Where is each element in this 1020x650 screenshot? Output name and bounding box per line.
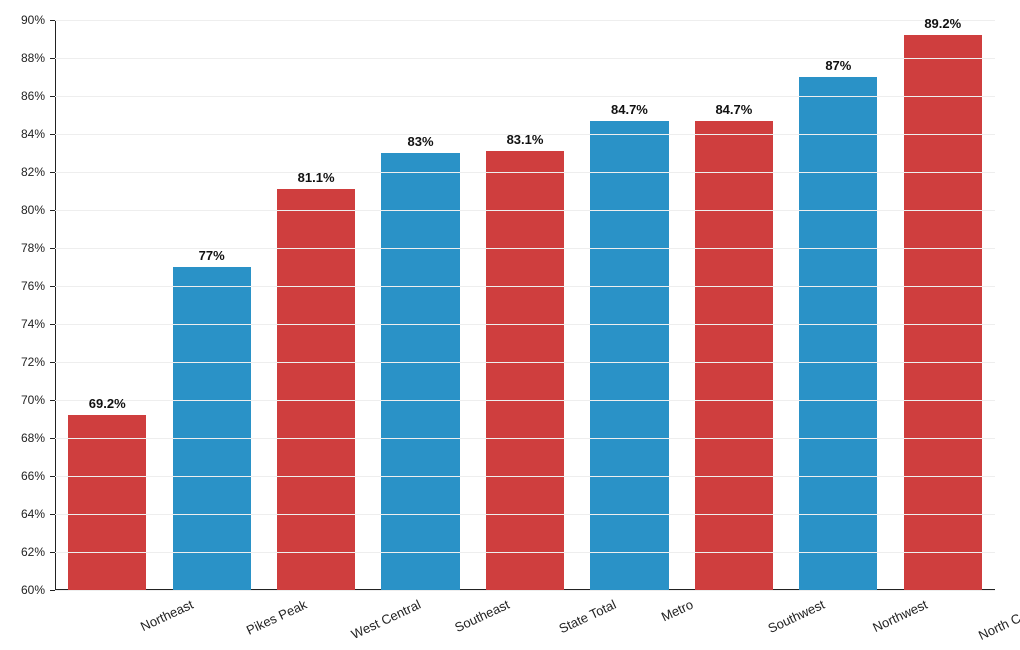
bar xyxy=(486,151,564,590)
y-tick xyxy=(50,552,55,553)
gridline xyxy=(55,324,995,325)
gridline xyxy=(55,552,995,553)
y-tick xyxy=(50,400,55,401)
y-tick-label: 88% xyxy=(21,51,45,65)
gridline xyxy=(55,210,995,211)
bar-value-label: 84.7% xyxy=(715,102,752,117)
gridline xyxy=(55,248,995,249)
y-tick-label: 72% xyxy=(21,355,45,369)
bar-value-label: 81.1% xyxy=(298,170,335,185)
y-tick-label: 60% xyxy=(21,583,45,597)
y-tick-label: 78% xyxy=(21,241,45,255)
x-tick-label: Southwest xyxy=(766,597,827,636)
bar-value-label: 83.1% xyxy=(507,132,544,147)
y-tick xyxy=(50,172,55,173)
x-tick-label: Southeast xyxy=(452,597,511,635)
bar xyxy=(695,121,773,590)
y-tick-label: 64% xyxy=(21,507,45,521)
y-tick xyxy=(50,20,55,21)
bar-value-label: 83% xyxy=(408,134,434,149)
bar xyxy=(277,189,355,590)
y-tick xyxy=(50,96,55,97)
plot-area xyxy=(55,20,995,590)
x-tick-label: Pikes Peak xyxy=(244,597,309,638)
bar-value-label: 84.7% xyxy=(611,102,648,117)
gridline xyxy=(55,590,995,591)
gridline xyxy=(55,514,995,515)
bar-value-label: 69.2% xyxy=(89,396,126,411)
x-tick-label: State Total xyxy=(557,597,619,636)
gridline xyxy=(55,362,995,363)
y-tick xyxy=(50,58,55,59)
x-tick-label: West Central xyxy=(349,597,423,642)
gridline xyxy=(55,58,995,59)
gridline xyxy=(55,172,995,173)
gridline xyxy=(55,438,995,439)
y-tick-label: 70% xyxy=(21,393,45,407)
gridline xyxy=(55,20,995,21)
bar-chart: 60% 62% 64% 66% 68% 70% 72% 74% 76% 78% 80% 82% 84% 8… xyxy=(0,0,1020,650)
x-tick-label: Northwest xyxy=(870,597,929,635)
y-tick xyxy=(50,210,55,211)
y-tick xyxy=(50,476,55,477)
gridline xyxy=(55,400,995,401)
y-tick-label: 68% xyxy=(21,431,45,445)
y-tick xyxy=(50,514,55,515)
bar-value-label: 87% xyxy=(825,58,851,73)
bar xyxy=(173,267,251,590)
x-tick-label: North Central xyxy=(976,597,1020,643)
bar xyxy=(904,35,982,590)
bar-value-label: 89.2% xyxy=(924,16,961,31)
bar xyxy=(68,415,146,590)
y-tick xyxy=(50,362,55,363)
x-tick-label: Northeast xyxy=(139,597,196,634)
x-tick-label: Metro xyxy=(659,597,695,625)
y-tick-label: 82% xyxy=(21,165,45,179)
y-tick xyxy=(50,438,55,439)
y-tick-label: 66% xyxy=(21,469,45,483)
y-tick xyxy=(50,248,55,249)
gridline xyxy=(55,96,995,97)
y-tick-label: 86% xyxy=(21,89,45,103)
y-tick xyxy=(50,134,55,135)
y-tick-label: 80% xyxy=(21,203,45,217)
y-tick xyxy=(50,286,55,287)
y-tick-label: 90% xyxy=(21,13,45,27)
y-tick xyxy=(50,590,55,591)
y-tick-label: 76% xyxy=(21,279,45,293)
y-tick xyxy=(50,324,55,325)
bar xyxy=(590,121,668,590)
gridline xyxy=(55,286,995,287)
gridline xyxy=(55,476,995,477)
y-tick-label: 84% xyxy=(21,127,45,141)
y-tick-label: 62% xyxy=(21,545,45,559)
y-tick-label: 74% xyxy=(21,317,45,331)
bar-value-label: 77% xyxy=(199,248,225,263)
bar xyxy=(381,153,459,590)
